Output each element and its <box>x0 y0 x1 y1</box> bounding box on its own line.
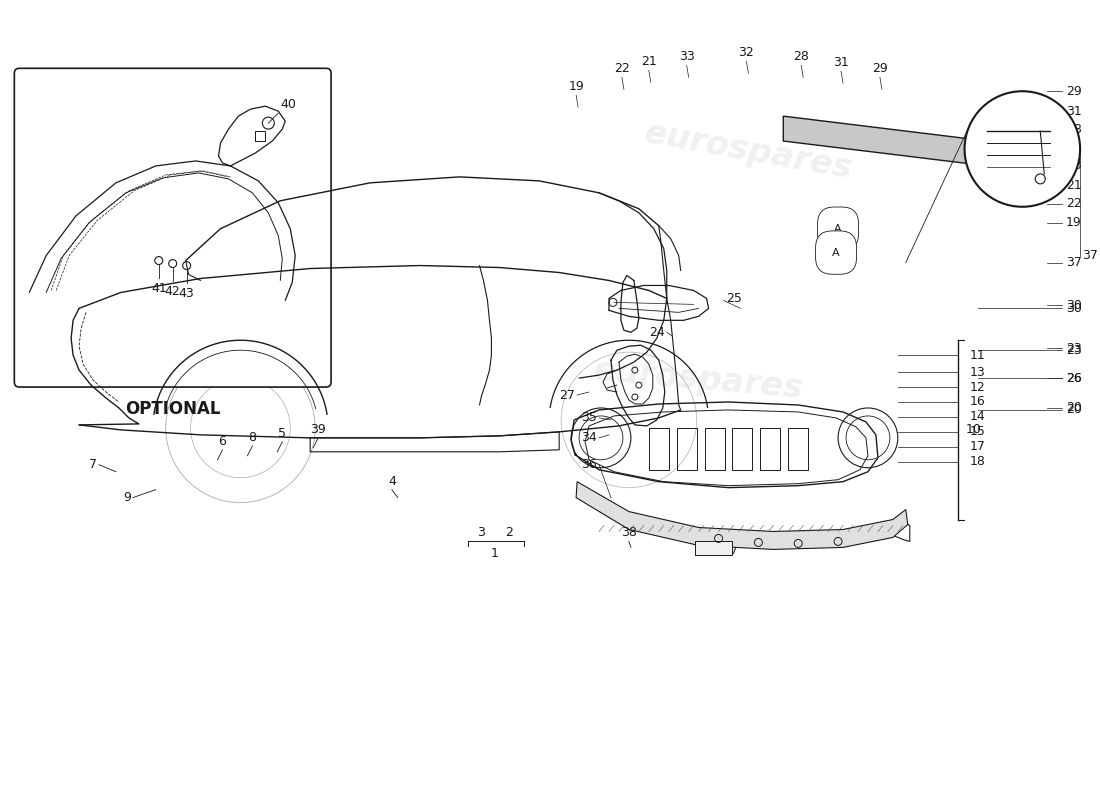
Bar <box>733 428 752 470</box>
Bar <box>789 428 808 470</box>
Polygon shape <box>783 116 1008 166</box>
Bar <box>676 428 696 470</box>
Text: 42: 42 <box>165 286 180 298</box>
Text: 19: 19 <box>1066 216 1082 230</box>
Bar <box>694 542 733 555</box>
Text: 41: 41 <box>151 282 166 295</box>
Text: 23: 23 <box>1066 344 1082 357</box>
Text: 25: 25 <box>726 292 742 305</box>
Text: 28: 28 <box>1066 122 1082 135</box>
FancyBboxPatch shape <box>14 68 331 387</box>
Text: 21: 21 <box>641 55 657 68</box>
Text: 11: 11 <box>969 349 986 362</box>
Text: 12: 12 <box>969 381 986 394</box>
Text: 29: 29 <box>872 62 888 75</box>
Text: OPTIONAL: OPTIONAL <box>125 400 220 418</box>
Text: 43: 43 <box>179 287 195 301</box>
Text: 37: 37 <box>1082 249 1098 262</box>
Text: 21: 21 <box>1066 179 1082 192</box>
Text: eurospares: eurospares <box>641 117 855 186</box>
Text: 32: 32 <box>738 46 755 59</box>
Text: A: A <box>834 224 842 234</box>
Polygon shape <box>576 482 907 550</box>
Bar <box>649 428 669 470</box>
Text: 27: 27 <box>559 389 575 402</box>
Text: 36: 36 <box>581 458 597 471</box>
Text: 17: 17 <box>969 440 986 454</box>
Text: 38: 38 <box>621 526 637 539</box>
Text: 28: 28 <box>793 50 810 63</box>
Text: 8: 8 <box>249 431 256 444</box>
Text: 10: 10 <box>966 423 981 436</box>
Text: 20: 20 <box>1066 402 1082 414</box>
Text: 19: 19 <box>569 80 584 94</box>
Text: 2: 2 <box>505 526 514 539</box>
Text: 30: 30 <box>1066 299 1082 312</box>
Text: eurospares: eurospares <box>592 354 805 406</box>
Text: 13: 13 <box>969 366 986 378</box>
Text: 23: 23 <box>1066 342 1082 354</box>
Text: 3: 3 <box>477 526 485 539</box>
Text: 18: 18 <box>969 455 986 468</box>
Text: 15: 15 <box>969 426 986 438</box>
Text: 22: 22 <box>614 62 630 75</box>
Circle shape <box>965 91 1080 206</box>
Text: 9: 9 <box>123 491 131 504</box>
Text: 26: 26 <box>1066 371 1082 385</box>
Text: 31: 31 <box>1066 105 1082 118</box>
Text: 35: 35 <box>581 411 597 425</box>
Text: 37: 37 <box>1066 256 1082 269</box>
Text: 20: 20 <box>1066 403 1082 417</box>
Text: 29: 29 <box>1066 85 1082 98</box>
Text: 7: 7 <box>89 458 97 471</box>
Text: A: A <box>833 247 840 258</box>
Text: 5: 5 <box>278 427 286 440</box>
Text: 32: 32 <box>1066 142 1082 154</box>
Bar <box>760 428 780 470</box>
Text: 24: 24 <box>649 326 664 338</box>
Text: 26: 26 <box>1066 371 1082 385</box>
Text: 39: 39 <box>310 423 326 436</box>
Text: eurospares: eurospares <box>110 344 321 377</box>
Text: 30: 30 <box>1066 302 1082 315</box>
Text: 16: 16 <box>969 395 986 409</box>
Text: 34: 34 <box>581 431 597 444</box>
Bar <box>705 428 725 470</box>
Text: 6: 6 <box>219 435 227 448</box>
Text: 33: 33 <box>1066 159 1082 173</box>
Text: 22: 22 <box>1066 198 1082 210</box>
Text: 31: 31 <box>833 56 849 70</box>
Text: 4: 4 <box>388 474 396 488</box>
Text: 1: 1 <box>491 547 498 561</box>
Text: 40: 40 <box>280 98 296 111</box>
Text: 14: 14 <box>969 410 986 423</box>
Text: 33: 33 <box>679 50 694 63</box>
